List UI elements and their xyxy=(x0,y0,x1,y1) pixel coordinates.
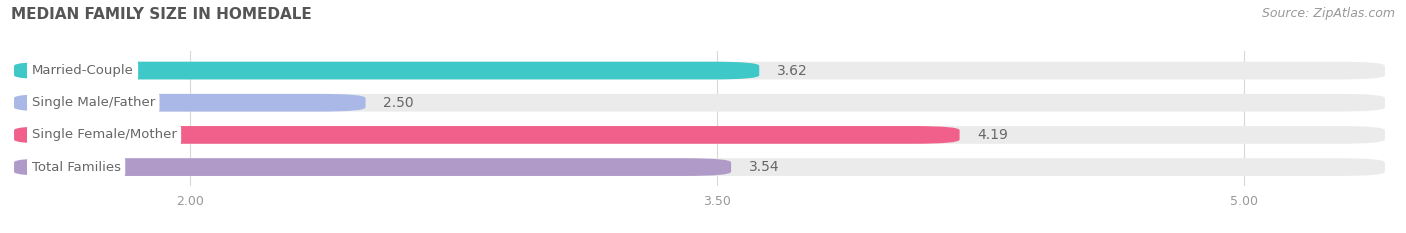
Text: Single Female/Mother: Single Female/Mother xyxy=(31,128,177,141)
Text: 3.62: 3.62 xyxy=(776,64,807,78)
Text: 3.54: 3.54 xyxy=(748,160,779,174)
FancyBboxPatch shape xyxy=(14,126,960,144)
Text: MEDIAN FAMILY SIZE IN HOMEDALE: MEDIAN FAMILY SIZE IN HOMEDALE xyxy=(11,7,312,22)
FancyBboxPatch shape xyxy=(14,126,1385,144)
FancyBboxPatch shape xyxy=(14,62,1385,79)
Text: Source: ZipAtlas.com: Source: ZipAtlas.com xyxy=(1261,7,1395,20)
Text: Total Families: Total Families xyxy=(31,161,121,174)
FancyBboxPatch shape xyxy=(14,94,1385,112)
Text: 2.50: 2.50 xyxy=(382,96,413,110)
FancyBboxPatch shape xyxy=(14,62,759,79)
Text: 4.19: 4.19 xyxy=(977,128,1008,142)
FancyBboxPatch shape xyxy=(14,158,731,176)
FancyBboxPatch shape xyxy=(14,158,1385,176)
FancyBboxPatch shape xyxy=(14,94,366,112)
Text: Married-Couple: Married-Couple xyxy=(31,64,134,77)
Text: Single Male/Father: Single Male/Father xyxy=(31,96,155,109)
